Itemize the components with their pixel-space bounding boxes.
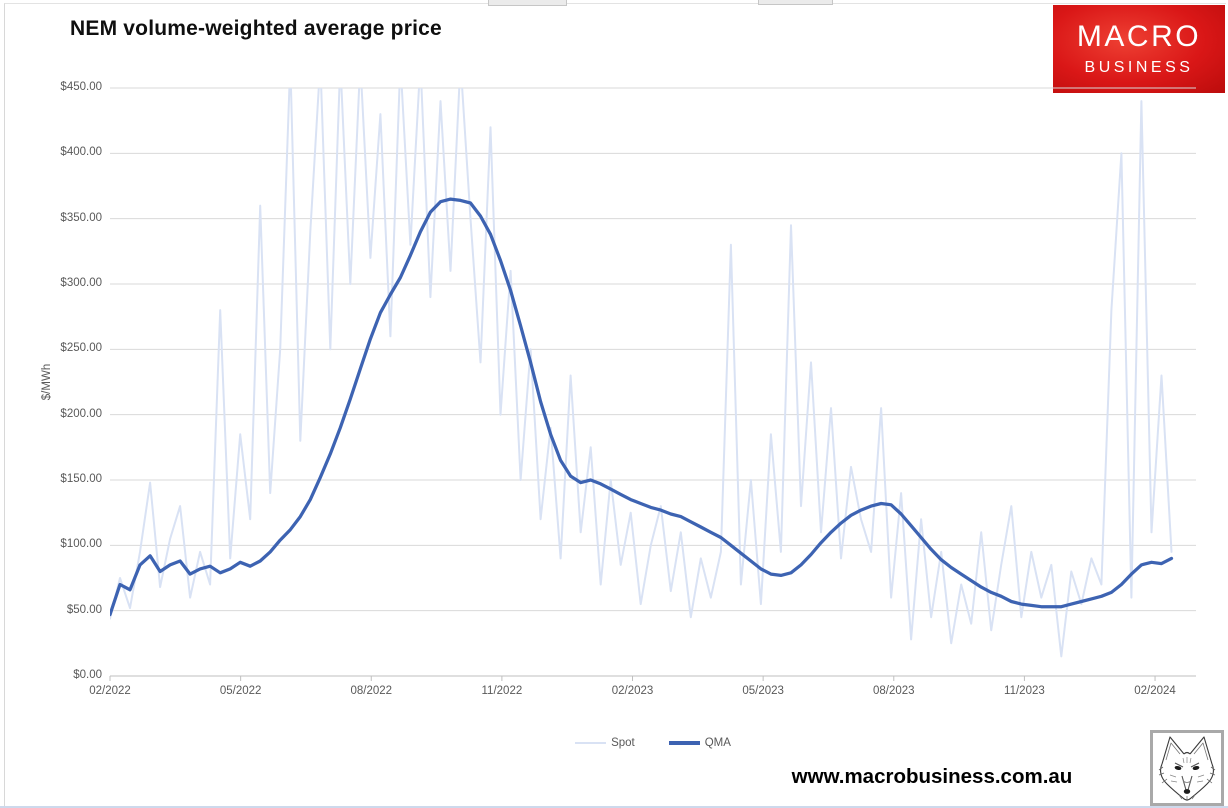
legend-item-qma: QMA (668, 737, 731, 749)
top-ui-artifact (488, 0, 567, 6)
price-chart (109, 87, 1196, 681)
chart-legend: Spot QMA (110, 737, 1196, 749)
y-axis-tick-label: $100.00 (60, 538, 102, 551)
x-axis-tick-label: 05/2023 (742, 685, 784, 697)
logo-line-business: BUSINESS (1084, 59, 1194, 76)
top-ui-artifact (758, 0, 833, 5)
fox-logo-box (1150, 730, 1224, 806)
y-axis-tick-label: $450.00 (60, 81, 102, 93)
fox-sketch-icon (1158, 736, 1216, 801)
y-axis-tick-label: $250.00 (60, 342, 102, 355)
legend-item-spot: Spot (575, 737, 635, 749)
x-axis-tick-label: 02/2024 (1134, 685, 1176, 697)
legend-qma-label: QMA (704, 737, 731, 749)
x-axis-tick-label: 08/2022 (350, 685, 393, 697)
y-axis-tick-label: $0.00 (73, 668, 102, 681)
y-axis-tick-label: $200.00 (60, 407, 102, 420)
x-axis-tick-label: 05/2022 (219, 685, 262, 697)
y-axis-tick-label: $150.00 (60, 472, 102, 485)
y-axis-tick-label: $50.00 (66, 603, 102, 616)
y-axis-tick-label: $300.00 (60, 276, 102, 289)
macrobusiness-logo: MACRO BUSINESS (1053, 5, 1225, 93)
legend-qma-swatch (668, 741, 700, 745)
x-axis-tick-label: 08/2023 (872, 685, 915, 697)
chart-title: NEM volume-weighted average price (70, 17, 442, 40)
website-url: www.macrobusiness.com.au (791, 765, 1073, 788)
legend-spot-label: Spot (611, 737, 635, 749)
bottom-divider (0, 806, 1228, 808)
legend-spot-swatch (575, 741, 607, 745)
x-axis-tick-label: 02/2022 (89, 685, 131, 697)
x-axis-tick-label: 02/2023 (611, 685, 654, 697)
qma-line (110, 197, 1174, 617)
logo-line-macro: MACRO (1076, 20, 1202, 53)
y-axis-tick-label: $400.00 (60, 146, 102, 159)
y-axis-title: $/MWh (41, 363, 53, 401)
x-axis-tick-label: 11/2023 (1004, 685, 1045, 697)
spot-line (110, 88, 1173, 658)
y-axis-tick-label: $350.00 (60, 211, 102, 224)
x-axis-tick-label: 11/2022 (481, 685, 523, 697)
